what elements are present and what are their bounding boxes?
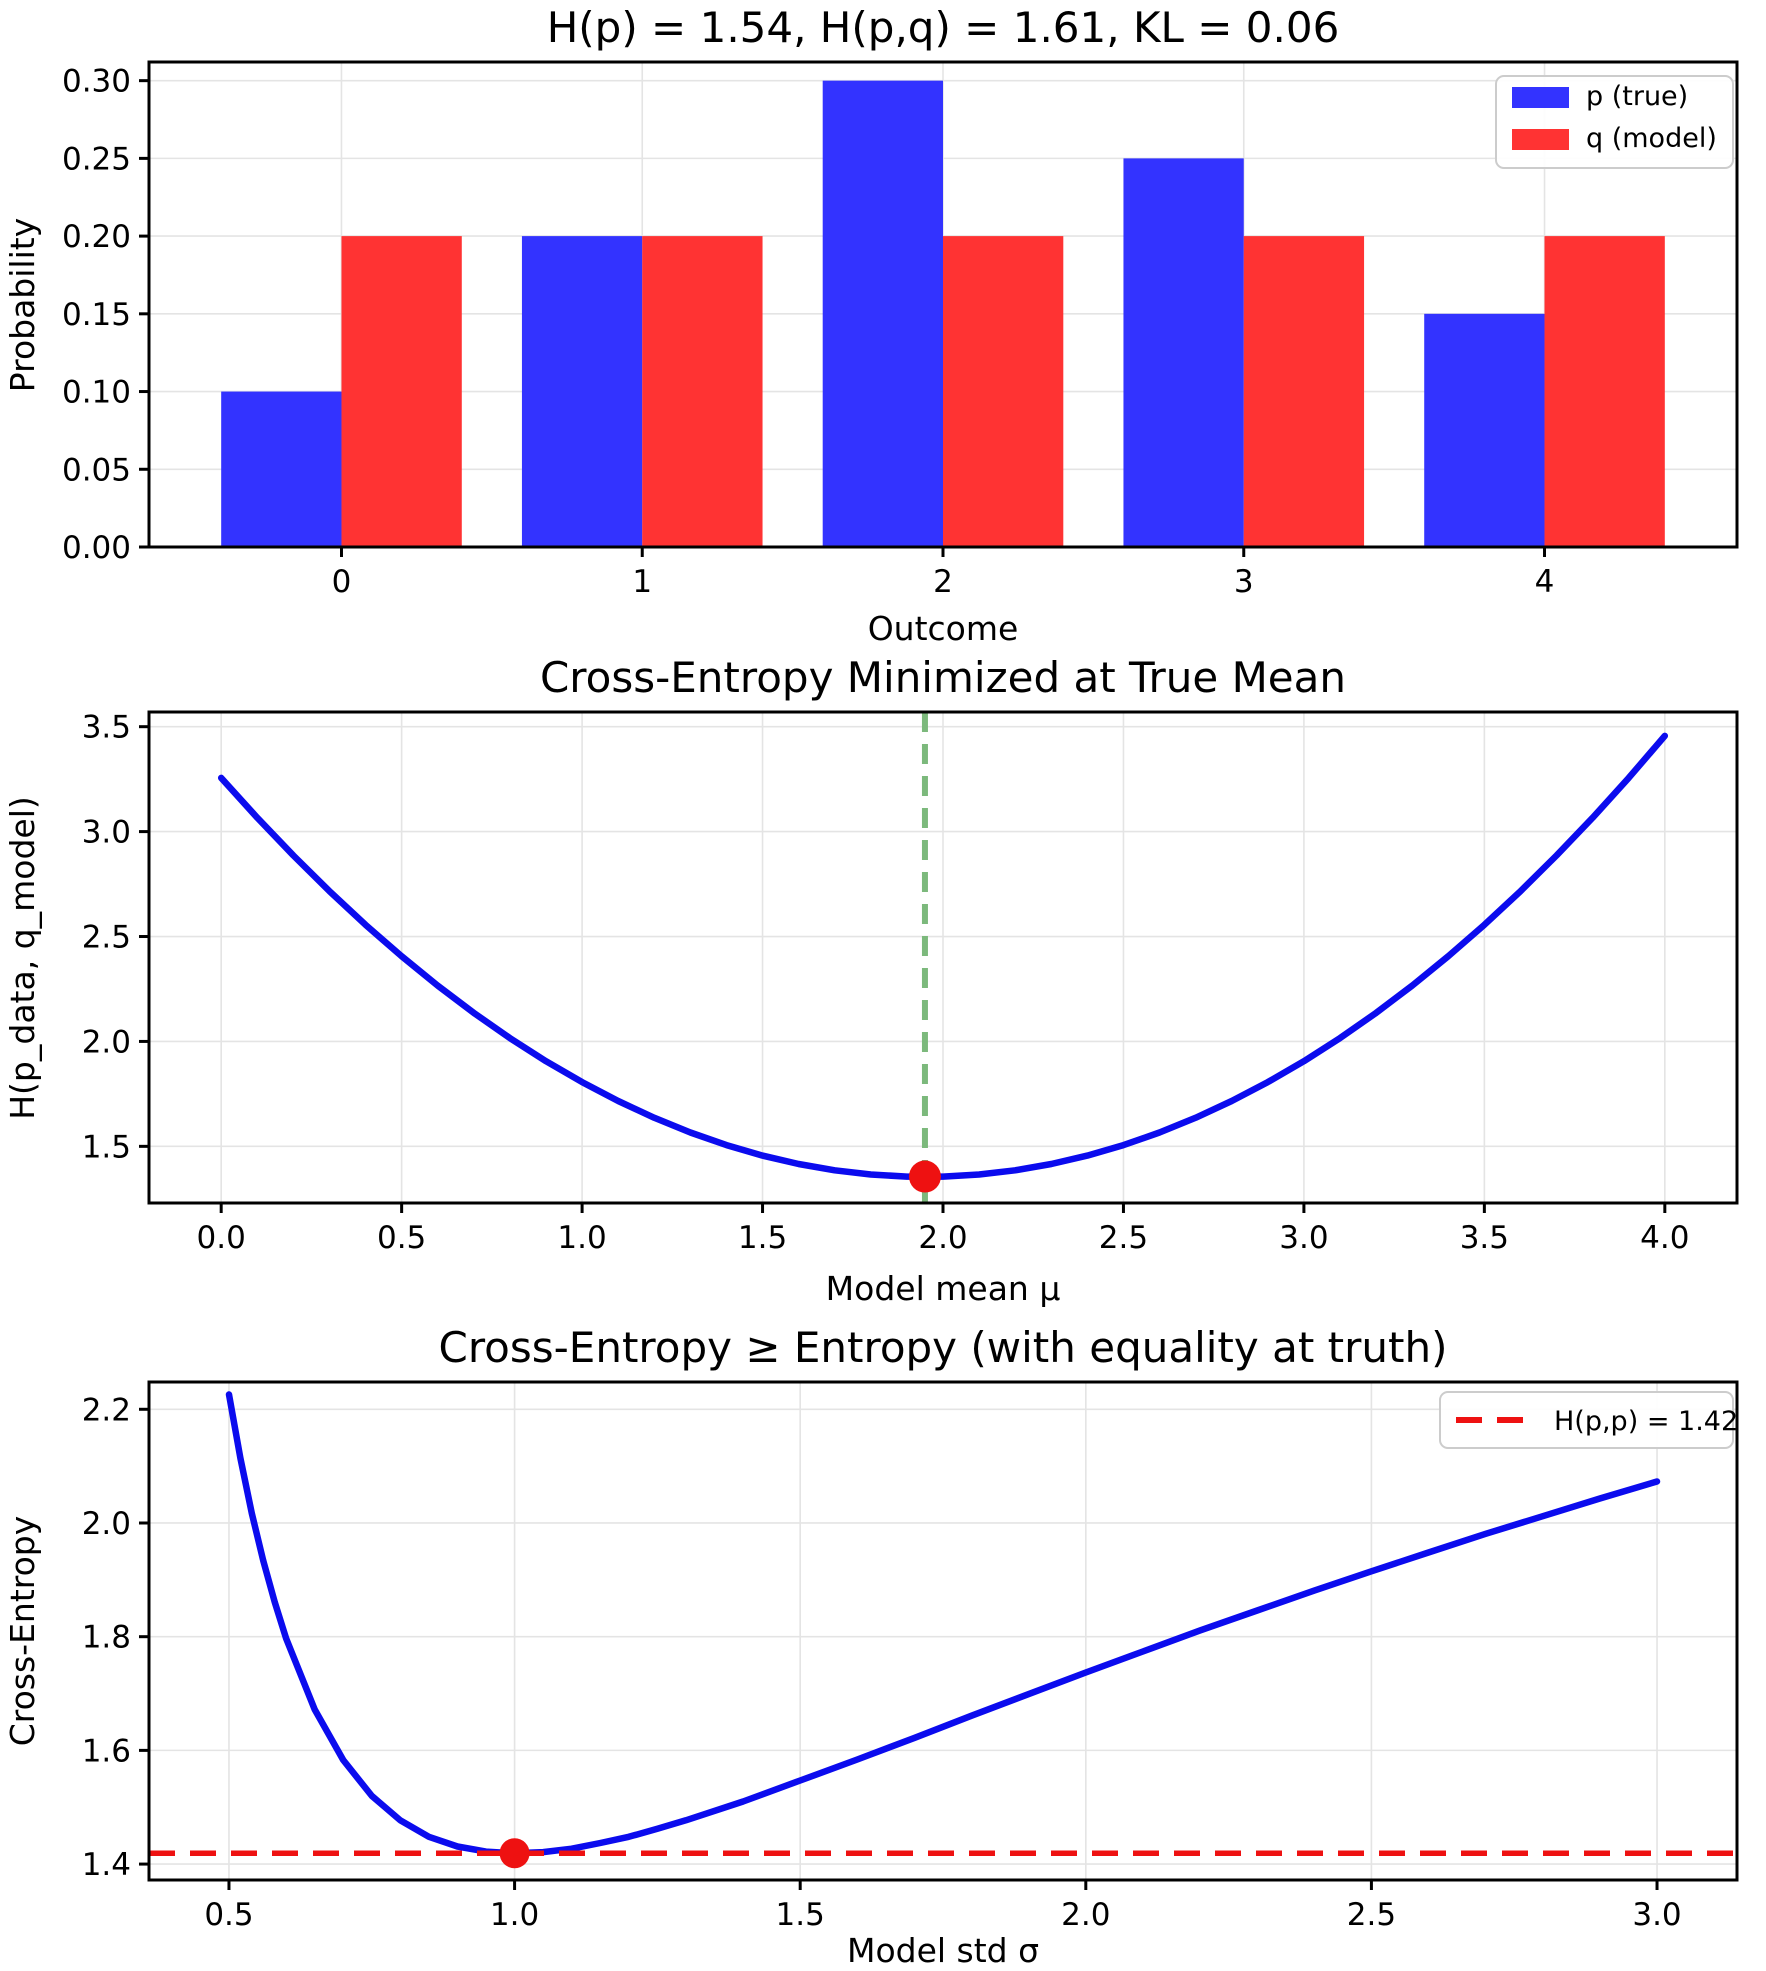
mean-curve-ylabel: H(p_data, q_model) [3,796,42,1120]
panel-bar-chart: 0 1 2 3 4 0.00 0.05 0.10 0.15 0.20 0.25 0.30 p (true… [3,3,1739,648]
y-tick-label: 2.0 [82,1024,131,1060]
x-tick-label: 2.0 [918,1220,967,1256]
x-tick-label: 0.0 [197,1220,246,1256]
mean-curve-xlabel: Model mean μ [826,1269,1061,1308]
x-tick-label: 3 [1234,564,1254,600]
legend-label: q (model) [1586,123,1717,154]
y-tick-label: 1.8 [82,1620,131,1656]
minimum-marker-dot [908,1160,941,1193]
x-tick-label: 2 [933,564,953,600]
y-tick-label: 1.4 [82,1847,131,1883]
y-tick-label: 0.10 [62,375,131,411]
y-tick-label: 0.30 [62,64,131,100]
mean-curve-plot-layer: 0.0 0.5 1.0 1.5 2.0 2.5 3.0 3.5 4.0 1.5 2.0 2.5 3.0 3… [82,710,1739,1256]
y-tick-label: 0.05 [62,452,131,488]
legend-label: p (true) [1586,81,1688,112]
bar-q-0 [341,236,462,547]
bar-q-2 [943,236,1064,547]
x-tick-label: 2.5 [1099,1220,1148,1256]
bar-p-1 [521,236,643,547]
bar-q-3 [1243,236,1365,547]
y-tick-label: 0.25 [62,141,131,177]
bar-p-4 [1424,313,1545,547]
std-curve-plot-layer: 0.5 1.0 1.5 2.0 2.5 3.0 1.4 1.6 1.8 2.0 2.2 H(p,p) … [82,1380,1739,1933]
x-tick-label: 2.5 [1347,1897,1396,1933]
x-tick-label: 3.5 [1460,1220,1509,1256]
y-tick-label: 3.5 [82,710,131,746]
x-tick-label: 1 [632,564,652,600]
std-curve-xlabel: Model std σ [847,1931,1039,1967]
bar-chart-title: H(p) = 1.54, H(p,q) = 1.61, KL = 0.06 [547,3,1340,52]
y-tick-label: 0.15 [62,297,131,333]
bar-p-0 [221,391,342,547]
axes-spine [147,1380,1739,1882]
bar-p-2 [822,80,943,548]
bar-chart-xlabel: Outcome [868,609,1019,648]
legend-label: H(p,p) = 1.42 [1554,1406,1738,1437]
mean-curve-title: Cross-Entropy Minimized at True Mean [540,653,1346,702]
x-tick-label: 2.0 [1061,1897,1110,1933]
x-tick-label: 1.0 [490,1897,539,1933]
x-tick-label: 0.5 [377,1220,426,1256]
bar-q-4 [1544,236,1665,547]
std-curve-ylabel: Cross-Entropy [3,1516,42,1747]
y-tick-label: 1.5 [82,1129,131,1165]
bar-p-3 [1123,158,1244,547]
y-tick-label: 3.0 [82,815,131,851]
y-tick-label: 1.6 [82,1733,131,1769]
x-tick-label: 4.0 [1640,1220,1689,1256]
minimum-marker-dot [499,1838,530,1869]
cross-entropy-curve [225,1391,1661,1857]
panel-mean-curve-chart: 0.0 0.5 1.0 1.5 2.0 2.5 3.0 3.5 4.0 1.5 2.0 2.5 3.0 3… [3,653,1739,1308]
legend-box [1439,1391,1734,1449]
y-tick-label: 2.5 [82,920,131,956]
y-tick-label: 0.20 [62,219,131,255]
x-tick-label: 4 [1535,564,1555,600]
legend-patch-p [1512,87,1569,108]
y-tick-label: 2.0 [82,1506,131,1542]
y-tick-label: 0.00 [62,530,131,566]
bar-q-1 [642,236,763,547]
x-tick-label: 0 [332,564,352,600]
x-tick-label: 1.5 [776,1897,825,1933]
x-tick-label: 0.5 [204,1897,253,1933]
y-tick-label: 2.2 [82,1392,131,1428]
legend-patch-q [1512,129,1569,150]
std-curve-title: Cross-Entropy ≥ Entropy (with equality a… [439,1323,1448,1372]
x-tick-label: 3.0 [1279,1220,1328,1256]
bar-chart-ylabel: Probability [3,218,42,392]
x-tick-label: 1.0 [557,1220,606,1256]
panel-std-curve-chart: 0.5 1.0 1.5 2.0 2.5 3.0 1.4 1.6 1.8 2.0 2.2 H(p,p) … [3,1323,1739,1970]
x-tick-label: 1.5 [738,1220,787,1256]
x-tick-label: 3.0 [1632,1897,1681,1933]
cross-entropy-curve [217,732,1669,1180]
bar-chart-plot-layer: 0 1 2 3 4 0.00 0.05 0.10 0.15 0.20 0.25 0.30 p (true… [62,60,1739,600]
